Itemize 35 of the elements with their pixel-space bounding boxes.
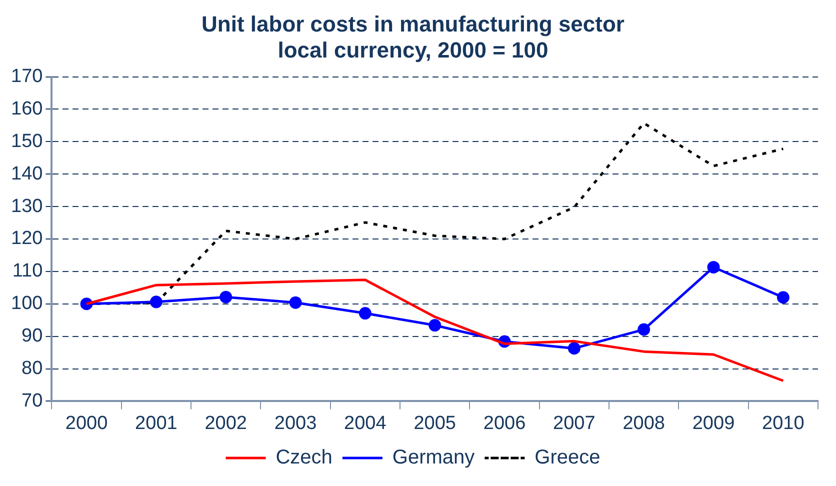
point xyxy=(776,291,790,304)
x-tick-label: 2010 xyxy=(762,412,804,434)
legend-label: Greece xyxy=(534,446,600,469)
x-tick-label: 2008 xyxy=(622,412,665,434)
point xyxy=(638,323,650,336)
x-tick-label: 2002 xyxy=(204,412,247,434)
point xyxy=(289,296,302,309)
y-tick-label: 80 xyxy=(22,358,43,379)
chart-title: Unit labor costs in manufacturing sector local currency, 2000 = 100 xyxy=(202,11,625,63)
point xyxy=(568,342,580,355)
y-tick-label: 70 xyxy=(22,390,43,412)
x-tick-label: 2004 xyxy=(344,412,387,434)
y-tick-label: 90 xyxy=(22,326,43,347)
legend-label: Germany xyxy=(392,446,475,469)
y-tick-label: 100 xyxy=(11,293,43,314)
point xyxy=(707,260,720,274)
x-tick-label: 2007 xyxy=(553,412,596,434)
point xyxy=(428,319,442,332)
x-tick-label: 2000 xyxy=(65,412,108,434)
y-tick-label: 120 xyxy=(11,228,43,250)
x-tick-label: 2003 xyxy=(274,412,317,434)
y-tick-label: 160 xyxy=(11,98,43,120)
x-tick-label: 2009 xyxy=(692,412,735,434)
point xyxy=(358,307,372,320)
x-tick-label: 2001 xyxy=(135,412,178,434)
y-tick-label: 140 xyxy=(11,163,43,184)
point xyxy=(150,296,162,308)
legend-label: Czech xyxy=(276,446,332,469)
y-tick-label: 130 xyxy=(11,196,43,217)
x-tick-label: 2006 xyxy=(483,412,526,434)
y-tick-label: 150 xyxy=(11,130,43,152)
y-tick-label: 170 xyxy=(11,66,43,88)
x-tick-label: 2005 xyxy=(414,412,456,434)
point xyxy=(220,290,232,304)
y-tick-label: 110 xyxy=(12,260,43,282)
